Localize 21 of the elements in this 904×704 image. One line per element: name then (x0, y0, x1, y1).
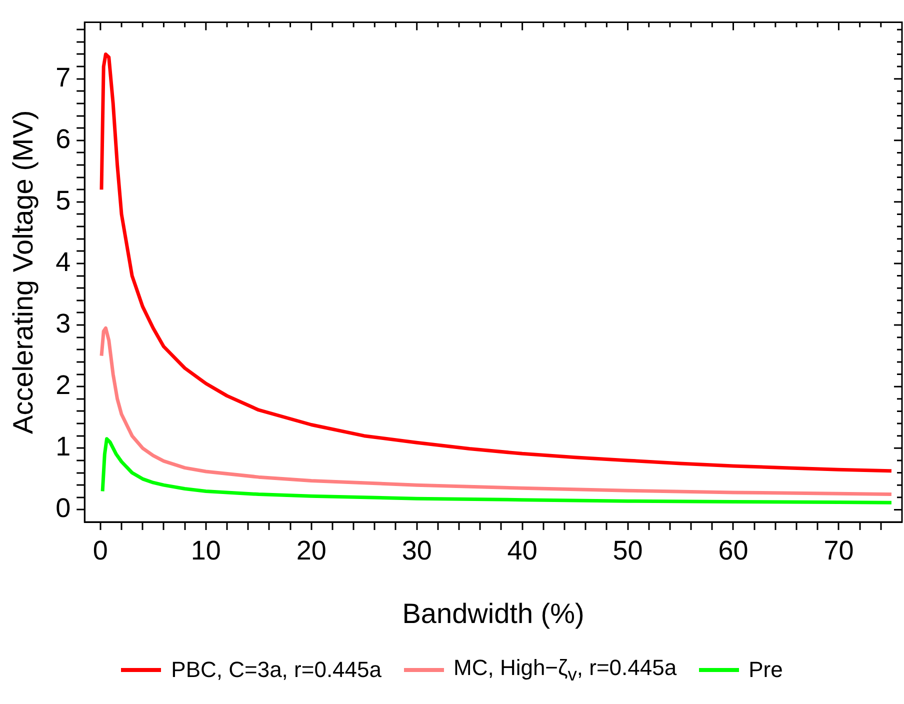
x-tick-label: 50 (612, 536, 643, 566)
x-tick-label: 30 (402, 536, 432, 566)
y-tick-label: 7 (56, 62, 71, 92)
legend-label: PBC, C=3a, r=0.445a (171, 657, 382, 683)
legend-label: Pre (748, 657, 783, 683)
x-tick-label: 60 (718, 536, 748, 566)
y-axis-title: Accelerating Voltage (MV) (8, 110, 39, 434)
y-tick-label: 2 (56, 370, 71, 400)
x-tick-label: 20 (296, 536, 326, 566)
x-tick-label: 10 (190, 536, 221, 566)
x-axis-title: Bandwidth (%) (402, 598, 584, 629)
y-tick-label: 6 (56, 124, 71, 154)
legend-label: MC, High−ζ$_{v}$, r=0.445a (454, 654, 677, 686)
y-tick-label: 4 (56, 246, 71, 277)
y-tick-label: 0 (56, 493, 71, 524)
x-tick-label: 70 (824, 536, 854, 566)
x-tick-label: 0 (92, 536, 108, 566)
y-tick-label: 5 (56, 185, 71, 216)
y-tick-label: 3 (56, 308, 71, 338)
x-tick-label: 40 (507, 536, 538, 566)
y-tick-label: 1 (56, 432, 71, 462)
